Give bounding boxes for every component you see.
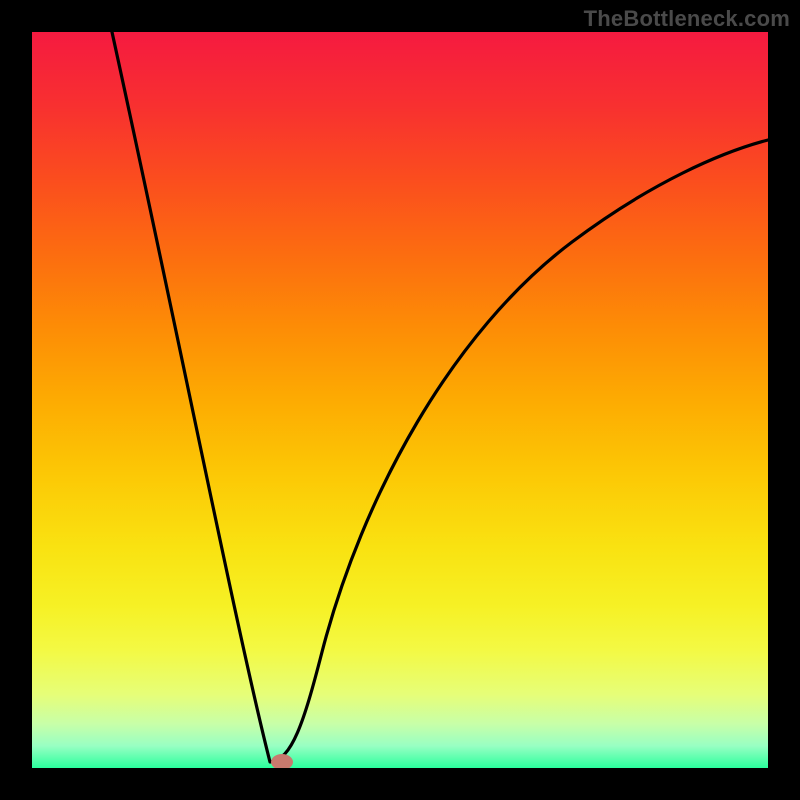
plot-area [32, 32, 768, 768]
optimum-marker [271, 754, 293, 768]
bottleneck-curve [32, 32, 768, 768]
chart-frame: TheBottleneck.com [0, 0, 800, 800]
watermark-text: TheBottleneck.com [584, 6, 790, 32]
